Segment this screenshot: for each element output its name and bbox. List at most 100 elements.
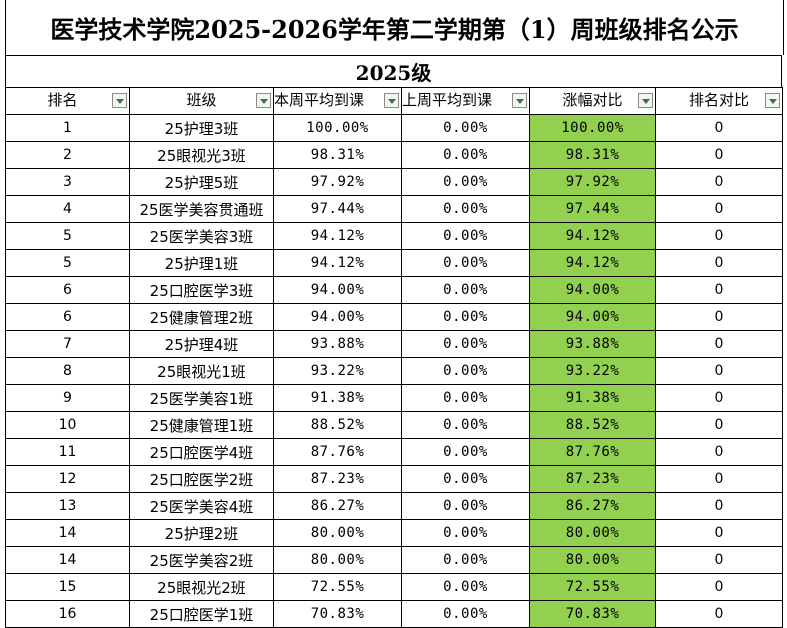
- cell-previous-week[interactable]: 0.00%: [401, 222, 530, 250]
- cell-class[interactable]: 25健康管理1班: [129, 411, 274, 439]
- cell-change[interactable]: 72.55%: [529, 573, 656, 601]
- cell-current-week[interactable]: 87.76%: [273, 438, 402, 466]
- cell-rank[interactable]: 2: [5, 141, 130, 169]
- cell-rank[interactable]: 8: [5, 357, 130, 385]
- cell-rank-change[interactable]: 0: [655, 141, 783, 169]
- cell-previous-week[interactable]: 0.00%: [401, 249, 530, 277]
- cell-previous-week[interactable]: 0.00%: [401, 195, 530, 223]
- cell-previous-week[interactable]: 0.00%: [401, 114, 530, 142]
- filter-dropdown-icon[interactable]: [512, 93, 527, 108]
- cell-rank[interactable]: 10: [5, 411, 130, 439]
- cell-rank-change[interactable]: 0: [655, 546, 783, 574]
- cell-rank-change[interactable]: 0: [655, 249, 783, 277]
- cell-previous-week[interactable]: 0.00%: [401, 168, 530, 196]
- cell-rank-change[interactable]: 0: [655, 276, 783, 304]
- cell-previous-week[interactable]: 0.00%: [401, 546, 530, 574]
- cell-current-week[interactable]: 91.38%: [273, 384, 402, 412]
- cell-rank[interactable]: 6: [5, 276, 130, 304]
- cell-rank-change[interactable]: 0: [655, 411, 783, 439]
- cell-previous-week[interactable]: 0.00%: [401, 384, 530, 412]
- cell-rank[interactable]: 5: [5, 222, 130, 250]
- cell-current-week[interactable]: 70.83%: [273, 600, 402, 628]
- cell-rank[interactable]: 7: [5, 330, 130, 358]
- cell-change[interactable]: 97.44%: [529, 195, 656, 223]
- cell-previous-week[interactable]: 0.00%: [401, 357, 530, 385]
- cell-rank-change[interactable]: 0: [655, 465, 783, 493]
- cell-class[interactable]: 25眼视光2班: [129, 573, 274, 601]
- filter-dropdown-icon[interactable]: [112, 93, 127, 108]
- cell-rank[interactable]: 5: [5, 249, 130, 277]
- cell-change[interactable]: 80.00%: [529, 519, 656, 547]
- cell-rank[interactable]: 1: [5, 114, 130, 142]
- cell-change[interactable]: 93.88%: [529, 330, 656, 358]
- cell-class[interactable]: 25护理5班: [129, 168, 274, 196]
- cell-rank-change[interactable]: 0: [655, 492, 783, 520]
- cell-previous-week[interactable]: 0.00%: [401, 438, 530, 466]
- cell-current-week[interactable]: 98.31%: [273, 141, 402, 169]
- cell-change[interactable]: 97.92%: [529, 168, 656, 196]
- cell-previous-week[interactable]: 0.00%: [401, 276, 530, 304]
- cell-class[interactable]: 25护理2班: [129, 519, 274, 547]
- cell-change[interactable]: 88.52%: [529, 411, 656, 439]
- cell-rank[interactable]: 6: [5, 303, 130, 331]
- cell-rank-change[interactable]: 0: [655, 519, 783, 547]
- cell-change[interactable]: 70.83%: [529, 600, 656, 628]
- cell-current-week[interactable]: 94.00%: [273, 276, 402, 304]
- cell-class[interactable]: 25口腔医学1班: [129, 600, 274, 628]
- cell-change[interactable]: 100.00%: [529, 114, 656, 142]
- cell-change[interactable]: 93.22%: [529, 357, 656, 385]
- cell-class[interactable]: 25护理4班: [129, 330, 274, 358]
- cell-class[interactable]: 25眼视光1班: [129, 357, 274, 385]
- cell-rank[interactable]: 3: [5, 168, 130, 196]
- cell-rank[interactable]: 9: [5, 384, 130, 412]
- cell-previous-week[interactable]: 0.00%: [401, 492, 530, 520]
- cell-rank[interactable]: 14: [5, 546, 130, 574]
- cell-rank-change[interactable]: 0: [655, 195, 783, 223]
- cell-change[interactable]: 94.00%: [529, 276, 656, 304]
- cell-change[interactable]: 91.38%: [529, 384, 656, 412]
- cell-current-week[interactable]: 97.92%: [273, 168, 402, 196]
- cell-rank[interactable]: 14: [5, 519, 130, 547]
- cell-class[interactable]: 25护理3班: [129, 114, 274, 142]
- cell-change[interactable]: 87.76%: [529, 438, 656, 466]
- cell-previous-week[interactable]: 0.00%: [401, 519, 530, 547]
- cell-current-week[interactable]: 72.55%: [273, 573, 402, 601]
- cell-change[interactable]: 94.12%: [529, 249, 656, 277]
- cell-current-week[interactable]: 94.12%: [273, 222, 402, 250]
- cell-current-week[interactable]: 93.88%: [273, 330, 402, 358]
- cell-current-week[interactable]: 86.27%: [273, 492, 402, 520]
- cell-previous-week[interactable]: 0.00%: [401, 411, 530, 439]
- cell-class[interactable]: 25口腔医学4班: [129, 438, 274, 466]
- cell-change[interactable]: 94.12%: [529, 222, 656, 250]
- cell-rank-change[interactable]: 0: [655, 168, 783, 196]
- cell-class[interactable]: 25护理1班: [129, 249, 274, 277]
- cell-change[interactable]: 80.00%: [529, 546, 656, 574]
- cell-previous-week[interactable]: 0.00%: [401, 600, 530, 628]
- cell-rank[interactable]: 16: [5, 600, 130, 628]
- filter-dropdown-icon[interactable]: [765, 93, 780, 108]
- cell-rank[interactable]: 15: [5, 573, 130, 601]
- cell-current-week[interactable]: 100.00%: [273, 114, 402, 142]
- cell-rank-change[interactable]: 0: [655, 438, 783, 466]
- cell-rank-change[interactable]: 0: [655, 600, 783, 628]
- cell-rank[interactable]: 11: [5, 438, 130, 466]
- cell-current-week[interactable]: 94.00%: [273, 303, 402, 331]
- cell-previous-week[interactable]: 0.00%: [401, 330, 530, 358]
- cell-change[interactable]: 94.00%: [529, 303, 656, 331]
- cell-previous-week[interactable]: 0.00%: [401, 141, 530, 169]
- cell-class[interactable]: 25口腔医学3班: [129, 276, 274, 304]
- cell-class[interactable]: 25医学美容3班: [129, 222, 274, 250]
- cell-rank-change[interactable]: 0: [655, 114, 783, 142]
- cell-rank-change[interactable]: 0: [655, 573, 783, 601]
- filter-dropdown-icon[interactable]: [256, 93, 271, 108]
- cell-rank-change[interactable]: 0: [655, 357, 783, 385]
- filter-dropdown-icon[interactable]: [638, 93, 653, 108]
- cell-rank-change[interactable]: 0: [655, 303, 783, 331]
- cell-class[interactable]: 25医学美容2班: [129, 546, 274, 574]
- cell-current-week[interactable]: 94.12%: [273, 249, 402, 277]
- cell-rank-change[interactable]: 0: [655, 384, 783, 412]
- cell-class[interactable]: 25医学美容1班: [129, 384, 274, 412]
- cell-previous-week[interactable]: 0.00%: [401, 573, 530, 601]
- cell-class[interactable]: 25医学美容4班: [129, 492, 274, 520]
- cell-rank[interactable]: 13: [5, 492, 130, 520]
